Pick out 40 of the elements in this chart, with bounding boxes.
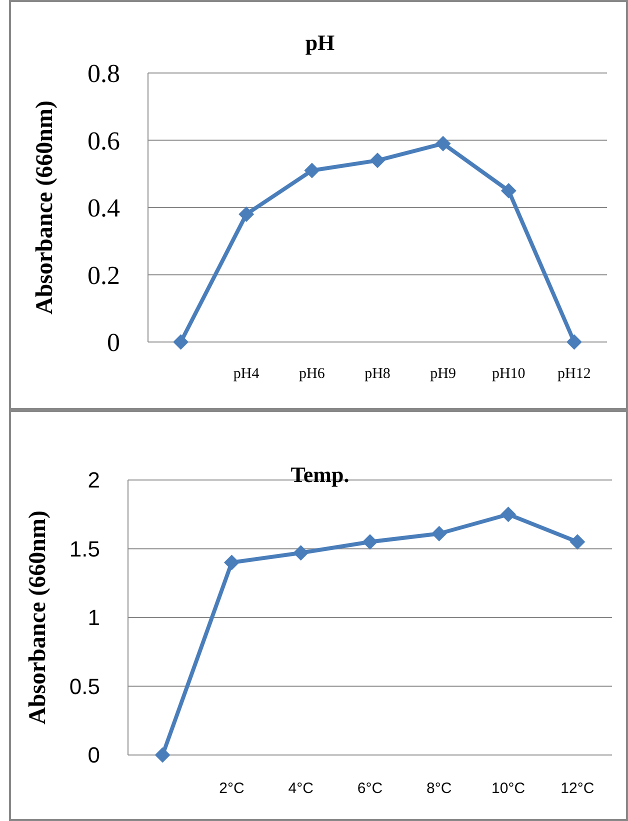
point [238,206,254,222]
point [570,534,586,550]
y-tick-label: 0.6 [88,126,120,156]
y-tick-label: 0.4 [88,194,120,223]
y-tick-label: 0.5 [69,674,100,699]
x-tick-label: pH4 [233,366,260,382]
y-tick-label: 0.2 [88,260,120,290]
y-tick-label: 1 [88,605,100,630]
point [431,526,447,542]
x-tick-label: pH9 [430,366,456,382]
point [293,545,309,561]
point [566,334,582,350]
x-tick-label: 6°C [357,780,383,797]
point [173,334,189,350]
y-tick-label: 0 [88,742,100,768]
point [500,182,516,198]
y-axis-title: Absorbance (660nm) [32,100,58,314]
y-tick-label: 1.5 [69,536,100,562]
y-tick-label: 2 [88,468,100,493]
y-axis-title: Absorbance (660nm) [25,510,51,724]
x-tick-label: pH10 [492,366,526,382]
x-tick-label: pH6 [299,366,326,382]
chart-title: pH [305,30,335,55]
point [224,554,240,570]
chart-title: Temp. [290,462,350,487]
point [304,162,320,178]
x-tick-label: 4°C [288,780,314,797]
x-tick-label: pH12 [558,366,591,382]
x-tick-label: 8°C [426,780,452,797]
y-tick-label: 0 [107,328,120,358]
point [435,136,451,152]
x-tick-label: 2°C [219,780,244,797]
point [362,534,378,550]
x-tick-label: 10°C [492,780,526,797]
y-tick-label: 0.8 [88,59,120,88]
point [500,506,516,522]
point [370,152,386,168]
x-tick-label: pH8 [364,366,390,382]
point [154,747,170,763]
x-tick-label: 12°C [560,780,594,797]
